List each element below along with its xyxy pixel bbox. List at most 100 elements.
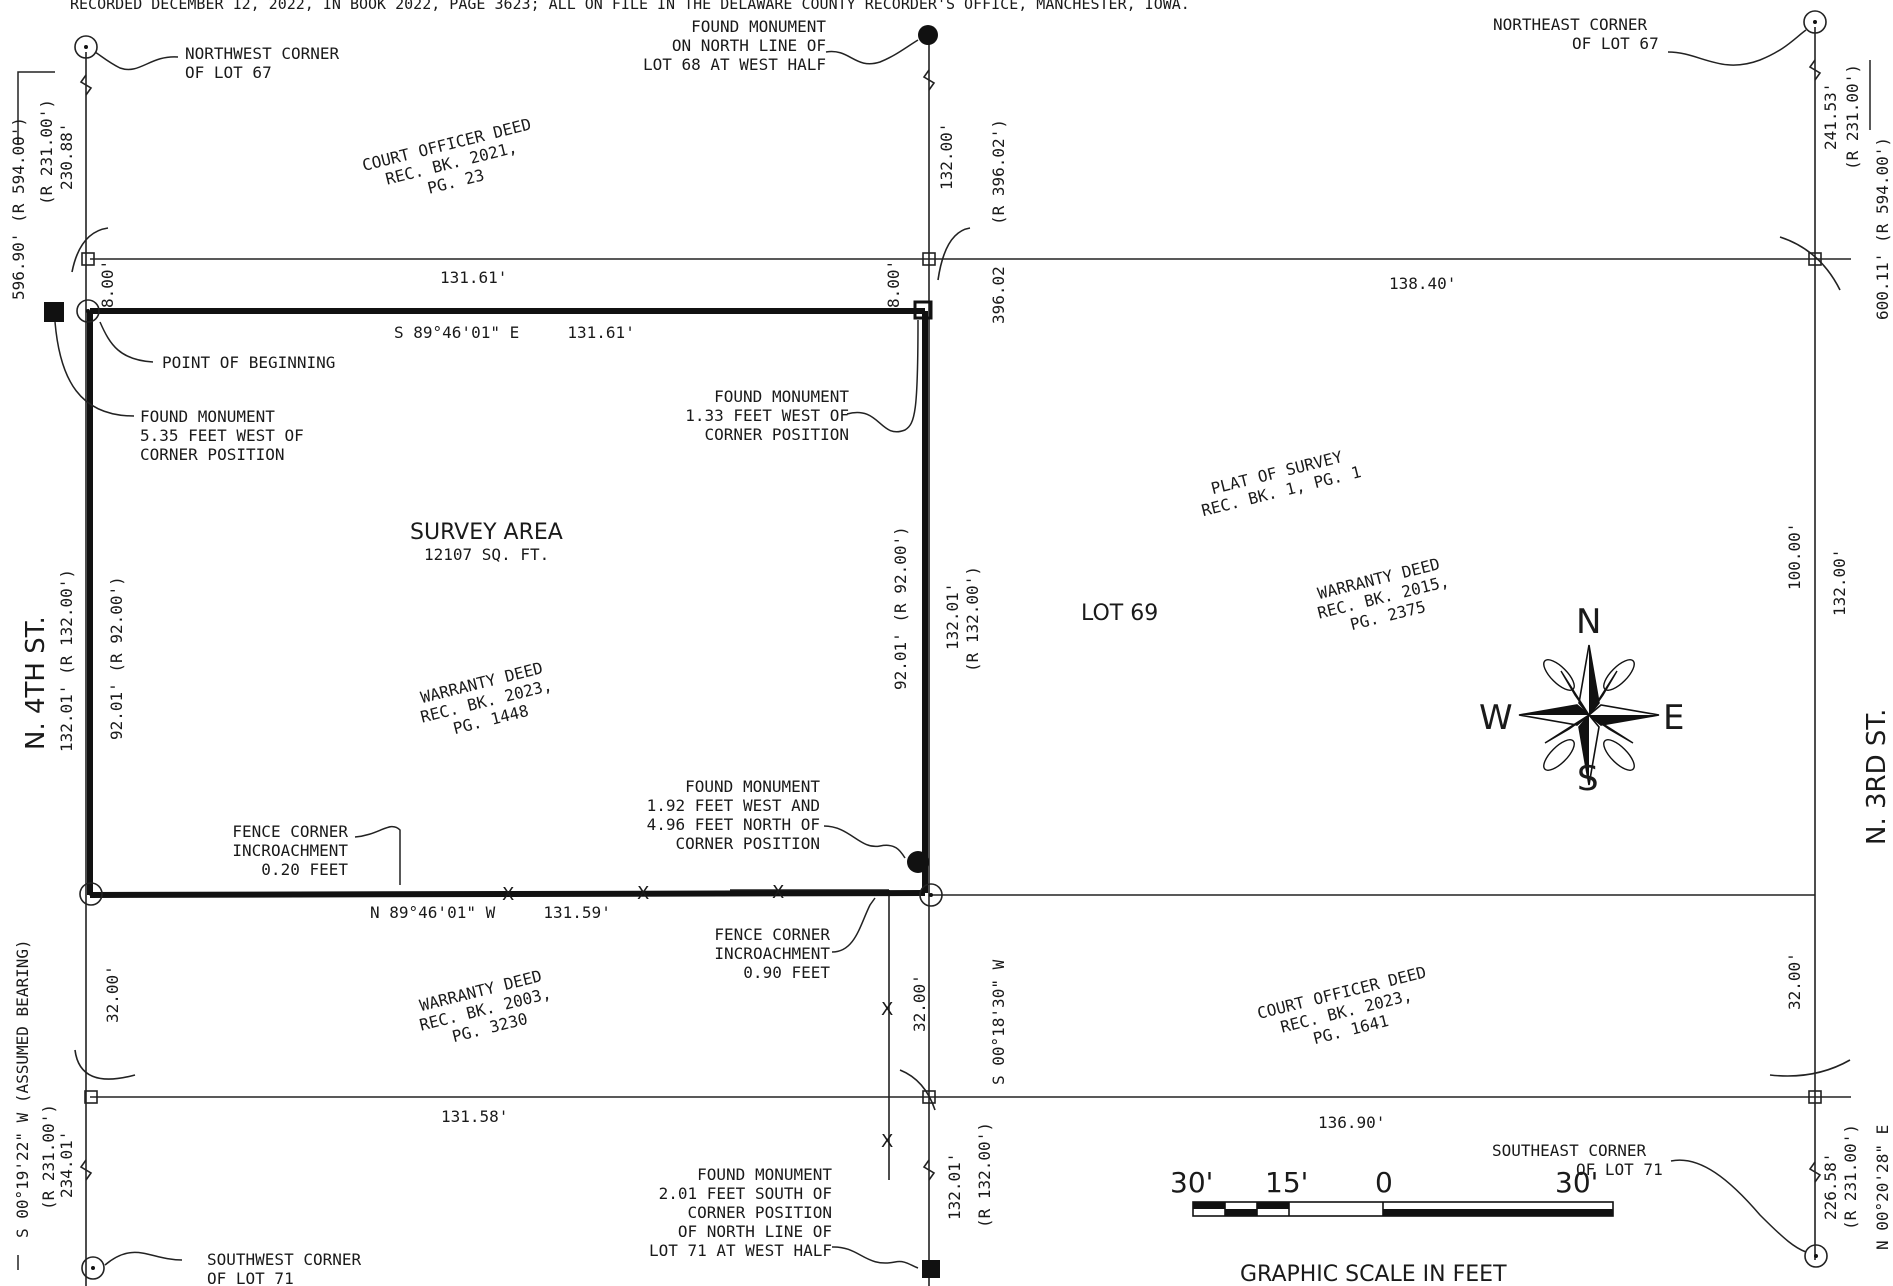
monument-note-top: FOUND MONUMENT ON NORTH LINE OF LOT 68 A… (643, 17, 826, 74)
svg-text:INCROACHMENT: INCROACHMENT (232, 841, 348, 860)
deed-plat-of-survey: PLAT OF SURVEY REC. BK. 1, PG. 1 (1200, 447, 1363, 520)
dim-south-bearing: N 89°46'01" W 131.59' (370, 903, 611, 922)
fence-markers: X X X X X (502, 882, 893, 1152)
deed-warranty-2023: WARRANTY DEED REC. BK. 2023, PG. 1448 (419, 658, 554, 738)
dim-west-survey: 132.01' (R 132.00') (57, 569, 76, 752)
dim-east-lower: 226.58' (1821, 1153, 1840, 1220)
se-survey-corner (919, 883, 943, 907)
svg-text:FOUND MONUMENT: FOUND MONUMENT (691, 17, 826, 36)
dim-west-lower-r: (R 231.00') (39, 1104, 58, 1210)
dim-west-upper-r: (R 231.00') (37, 99, 56, 205)
dim-west-bearing: S 00°19'22" W (ASSUMED BEARING) (13, 939, 32, 1238)
svg-text:CORNER POSITION: CORNER POSITION (705, 425, 850, 444)
svg-text:FOUND MONUMENT: FOUND MONUMENT (697, 1165, 832, 1184)
svg-text:FOUND MONUMENT: FOUND MONUMENT (685, 777, 820, 796)
sw-survey-corner (79, 882, 103, 906)
scale-label-15: 15' (1265, 1166, 1308, 1199)
compass-e: E (1663, 698, 1684, 738)
scale-label-30-left: 30' (1170, 1166, 1213, 1199)
ne-corner-label-2: OF LOT 67 (1572, 34, 1659, 53)
break-marks (79, 59, 1822, 1183)
deed-court-2023: COURT OFFICER DEED REC. BK. 2023, PG. 16… (1255, 962, 1428, 1048)
dim-west-lower: 234.01' (57, 1131, 76, 1198)
se-found-monument (907, 851, 929, 873)
dim-mid-r396: (R 396.02') (989, 119, 1008, 225)
svg-text:0.90 FEET: 0.90 FEET (743, 963, 830, 982)
nw-corner-label-1: NORTHWEST CORNER (185, 44, 339, 63)
nw-corner-monument (74, 35, 98, 59)
dim-mid-upper: 132.00' (937, 123, 956, 190)
svg-text:FOUND MONUMENT: FOUND MONUMENT (714, 387, 849, 406)
svg-text:FOUND MONUMENT: FOUND MONUMENT (140, 407, 275, 426)
se-corner-label-2: OF LOT 71 (1576, 1160, 1663, 1179)
ne-corner-monument (1803, 10, 1827, 34)
dim-east-upper-r: (R 231.00') (1843, 64, 1862, 170)
pob-monument (76, 299, 100, 323)
dim-mid-inner: 92.01' (R 92.00') (891, 526, 910, 690)
dim-east-bearing: N 00°20'28" E (1873, 1125, 1892, 1250)
deed-warranty-2003: WARRANTY DEED REC. BK. 2003, PG. 3230 (418, 966, 553, 1046)
svg-text:CORNER POSITION: CORNER POSITION (140, 445, 285, 464)
survey-parcel-boundary (87, 308, 928, 898)
dim-east-total: 600.11' (R 594.00') (1873, 137, 1892, 320)
north-found-monument (918, 25, 938, 45)
svg-text:LOT 68 AT WEST HALF: LOT 68 AT WEST HALF (643, 55, 826, 74)
svg-text:X: X (772, 882, 784, 903)
dim-bottom-left: 131.58' (441, 1107, 508, 1126)
dim-west-8: 8.00' (98, 260, 117, 308)
monument-note-ne-survey: FOUND MONUMENT 1.33 FEET WEST OF CORNER … (685, 387, 849, 444)
boundary-lines (85, 27, 1851, 1286)
sw-corner-label-2: OF LOT 71 (207, 1269, 294, 1286)
scale-caption: GRAPHIC SCALE IN FEET (1240, 1262, 1507, 1286)
compass-w: W (1479, 698, 1513, 738)
west-found-monument (44, 302, 64, 322)
compass-s: S (1577, 759, 1599, 799)
scale-label-30-right: 30' (1555, 1166, 1598, 1199)
svg-text:FENCE CORNER: FENCE CORNER (232, 822, 348, 841)
dim-mid-32: 32.00' (910, 974, 929, 1032)
ne-corner-label-1: NORTHEAST CORNER (1493, 15, 1647, 34)
dim-east-upper: 241.53' (1821, 83, 1840, 150)
sw-corner-monument (81, 1256, 105, 1280)
ne-survey-monument (913, 300, 933, 320)
north-arrow-compass (1518, 644, 1660, 786)
svg-text:1.33 FEET WEST OF: 1.33 FEET WEST OF (685, 406, 849, 425)
svg-text:2.01 FEET SOUTH OF: 2.01 FEET SOUTH OF (659, 1184, 832, 1203)
header-note: RECORDED DECEMBER 12, 2022, IN BOOK 2022… (70, 0, 1190, 13)
se-corner-label-1: SOUTHEAST CORNER (1492, 1141, 1646, 1160)
monument-note-se-survey: FOUND MONUMENT 1.92 FEET WEST AND 4.96 F… (647, 777, 821, 853)
leader-lines (17, 29, 1871, 1270)
scale-label-0: 0 (1375, 1166, 1393, 1199)
svg-text:CORNER POSITION: CORNER POSITION (688, 1203, 833, 1222)
svg-text:4.96 FEET NORTH OF: 4.96 FEET NORTH OF (647, 815, 820, 834)
dim-mid-13201: 132.01' (943, 583, 962, 650)
svg-text:CORNER POSITION: CORNER POSITION (676, 834, 821, 853)
dim-mid-lower-r: (R 132.00') (975, 1122, 994, 1228)
dim-west-32: 32.00' (103, 965, 122, 1023)
dim-east-lower-r: (R 231.00') (1841, 1124, 1860, 1230)
dim-mid-396: 396.02 (989, 266, 1008, 324)
dim-west-upper: 230.88' (57, 123, 76, 190)
svg-text:LOT 71 AT WEST HALF: LOT 71 AT WEST HALF (649, 1241, 832, 1260)
deed-warranty-2015: WARRANTY DEED REC. BK. 2015, PG. 2375 (1316, 554, 1451, 634)
dim-east-132: 132.00' (1830, 549, 1849, 616)
sw-corner-label-1: SOUTHWEST CORNER (207, 1250, 361, 1269)
fence-note-east: FENCE CORNER INCROACHMENT 0.90 FEET (714, 925, 830, 982)
monument-symbols (44, 10, 1828, 1280)
dim-mid-8: 8.00' (884, 260, 903, 308)
fence-note-west: FENCE CORNER INCROACHMENT 0.20 FEET (232, 822, 348, 879)
compass-n: N (1576, 602, 1601, 642)
survey-area-title: SURVEY AREA (410, 520, 563, 545)
svg-text:X: X (881, 1131, 893, 1152)
deed-court-2021: COURT OFFICER DEED REC. BK. 2021, PG. 23 (360, 114, 533, 197)
svg-text:0.20 FEET: 0.20 FEET (261, 860, 348, 879)
dim-north-bearing: S 89°46'01" E 131.61' (394, 323, 635, 342)
svg-text:1.92 FEET WEST AND: 1.92 FEET WEST AND (647, 796, 820, 815)
street-west: N. 4TH ST. (21, 616, 51, 750)
svg-text:5.35 FEET WEST OF: 5.35 FEET WEST OF (140, 426, 304, 445)
svg-text:INCROACHMENT: INCROACHMENT (714, 944, 830, 963)
svg-text:X: X (502, 884, 514, 905)
bottom-found-monument (922, 1260, 940, 1278)
dim-west-total: 596.90' (R 594.00') (9, 117, 28, 300)
dim-bottom-right: 136.90' (1318, 1113, 1385, 1132)
